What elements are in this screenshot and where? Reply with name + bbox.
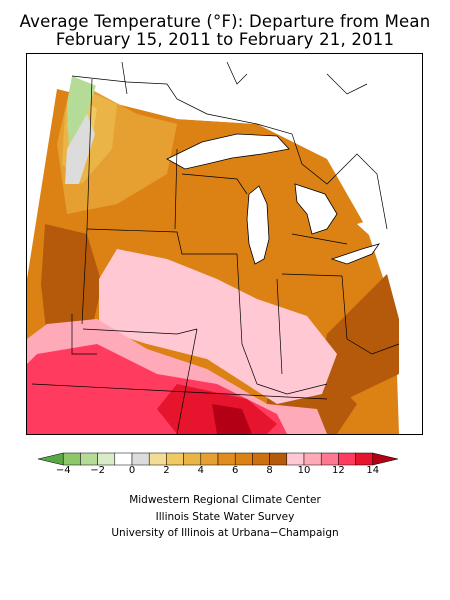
legend-swatch: [372, 452, 398, 466]
legend-swatch: [38, 452, 64, 466]
lake-superior: [166, 133, 290, 170]
legend-swatch: [355, 452, 374, 466]
map-panel: [26, 53, 423, 435]
canada-border: [71, 61, 388, 230]
region-shading-dark-nw: [41, 224, 102, 339]
legend-swatch: [252, 452, 270, 466]
lake-michigan: [246, 185, 270, 265]
legend-swatch: [166, 452, 184, 466]
lake-erie: [330, 243, 380, 265]
legend-swatch: [131, 452, 150, 466]
legend-swatch: [320, 452, 339, 466]
map-title-line1: Average Temperature (°F): Departure from…: [19, 12, 431, 31]
map-title-line2: February 15, 2011 to February 21, 2011: [55, 30, 395, 49]
temperature-departure-map: [27, 54, 422, 434]
legend-tick-label: 14: [366, 465, 380, 476]
legend-tick-label: 4: [197, 465, 204, 476]
region-no-data-north: [27, 54, 422, 234]
credit-line1: Midwestern Regional Climate Center: [129, 494, 321, 506]
legend-swatch: [97, 452, 116, 466]
legend-tick-label: 2: [163, 465, 170, 476]
legend-swatch: [286, 452, 305, 466]
state-boundaries: [31, 78, 400, 434]
legend-swatch: [80, 452, 98, 466]
legend-tick-label: −4: [55, 465, 71, 476]
legend-tick-label: 10: [297, 465, 311, 476]
legend-tick-label: 0: [128, 465, 136, 476]
legend-swatch: [217, 452, 236, 466]
region-shading-gray-nw: [65, 114, 95, 184]
lake-huron: [294, 183, 338, 235]
color-legend-bar: [38, 452, 398, 466]
legend-swatch: [269, 452, 288, 466]
credit-line3: University of Illinois at Urbana−Champai…: [111, 527, 339, 539]
region-shading-darkest-red: [212, 404, 252, 434]
legend-swatch: [148, 452, 167, 466]
legend-swatch: [200, 452, 219, 466]
legend-swatch: [338, 452, 356, 466]
region-shading-green-nw: [67, 76, 97, 149]
region-shading-dark-east: [317, 269, 399, 399]
region-no-data-east: [357, 204, 422, 434]
credit-line2: Illinois State Water Survey: [155, 511, 295, 523]
legend-tick-label: 6: [232, 465, 239, 476]
legend-swatch: [234, 452, 253, 466]
legend-swatch: [114, 452, 133, 466]
legend-tick-label: 8: [266, 465, 273, 476]
region-shading-pink: [99, 249, 337, 404]
legend-tick-label: −2: [90, 465, 105, 476]
legend-swatch: [62, 452, 81, 466]
legend-tick-label: 12: [332, 465, 345, 476]
legend-swatch: [303, 452, 322, 466]
legend-swatch: [183, 452, 202, 466]
